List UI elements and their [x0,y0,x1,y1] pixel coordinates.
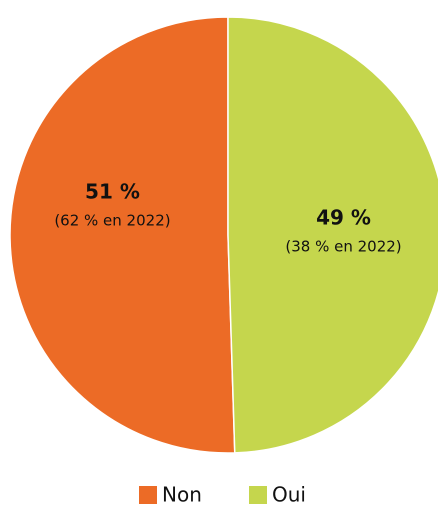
legend-label: Non [162,483,202,507]
pie-slice [227,16,438,454]
legend-label: Oui [272,483,306,507]
slice-annotation: (62 % en 2022) [54,211,170,229]
slice-annotation: (38 % en 2022) [285,238,401,256]
slice-value-label: 51 % [85,179,140,203]
legend-swatch [139,486,157,504]
legend-swatch [249,486,267,504]
pie-slice [9,16,236,454]
slice-value-label: 49 % [316,206,371,230]
